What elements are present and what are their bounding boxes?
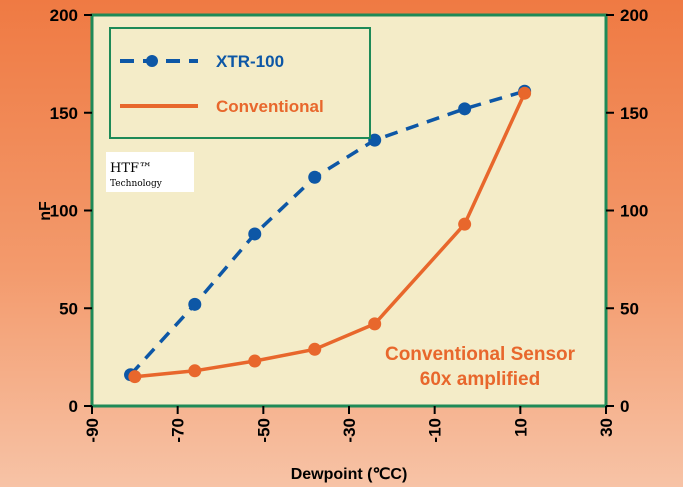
x-axis-label: Dewpoint (℃C): [291, 466, 408, 483]
x-tick-label: 30: [597, 418, 616, 437]
data-point-conventional: [308, 343, 321, 356]
data-point-conventional: [458, 218, 471, 231]
htf-badge-line1: HTF™: [110, 161, 152, 176]
x-tick-label: -50: [254, 418, 273, 443]
legend-label-xtr-100: XTR-100: [216, 52, 284, 71]
legend-marker-xtr-100: [146, 55, 158, 67]
y-tick-label-right: 100: [620, 202, 648, 221]
data-point-xtr-100: [458, 102, 471, 115]
x-tick-label: -10: [426, 418, 445, 443]
x-tick-label: -90: [83, 418, 102, 443]
data-point-conventional: [128, 370, 141, 383]
y-axis-label: nF: [37, 201, 54, 221]
data-point-xtr-100: [188, 298, 201, 311]
annotation-line-1: Conventional Sensor: [385, 344, 576, 365]
y-tick-label-left: 0: [69, 397, 78, 416]
data-point-xtr-100: [308, 171, 321, 184]
y-tick-label-left: 200: [50, 6, 78, 25]
htf-badge-line2: Technology: [110, 179, 163, 189]
x-tick-label: 10: [511, 418, 530, 437]
x-tick-label: -30: [340, 418, 359, 443]
data-point-conventional: [518, 87, 531, 100]
y-tick-label-right: 0: [620, 397, 629, 416]
right-y-tick-labels: 0 50 100 150 200: [620, 6, 648, 416]
data-point-conventional: [188, 364, 201, 377]
y-tick-label-left: 150: [50, 104, 78, 123]
data-point-conventional: [248, 355, 261, 368]
x-tick-labels: -90 -70 -50 -30 -10 10 30: [83, 418, 616, 443]
y-tick-label-left: 50: [59, 299, 78, 318]
y-tick-label-right: 200: [620, 6, 648, 25]
data-point-xtr-100: [248, 227, 261, 240]
legend-label-conventional: Conventional: [216, 97, 324, 116]
y-tick-label-right: 150: [620, 104, 648, 123]
annotation-line-2: 60x amplified: [420, 369, 540, 390]
htf-badge: HTF™ Technology: [106, 152, 194, 192]
y-tick-label-right: 50: [620, 299, 639, 318]
data-point-conventional: [368, 317, 381, 330]
x-tick-label: -70: [169, 418, 188, 443]
